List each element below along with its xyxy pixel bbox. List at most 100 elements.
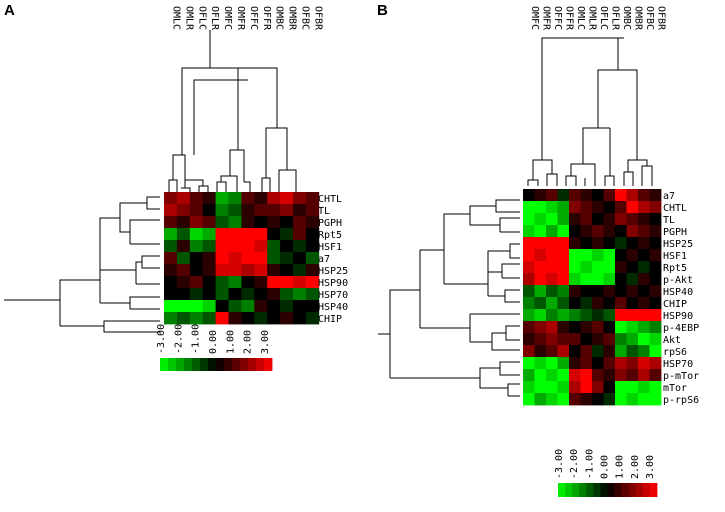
heatmap-cell — [189, 216, 204, 229]
heatmap-cell — [164, 300, 178, 313]
row-label: CHTL — [663, 203, 687, 214]
heatmap-cell — [305, 276, 320, 289]
column-label: OMFC — [529, 6, 540, 30]
heatmap-cell — [523, 309, 535, 322]
heatmap-cell — [638, 201, 650, 214]
heatmap-cell — [603, 189, 616, 202]
heatmap-cell — [523, 189, 535, 202]
heatmap-cell — [189, 252, 204, 265]
legend-label: 3.00 — [260, 330, 271, 354]
heatmap-cell — [569, 273, 581, 286]
heatmap-cell — [241, 252, 255, 265]
heatmap-cell — [293, 192, 307, 205]
heatmap-cell — [557, 225, 570, 238]
heatmap-cell — [305, 264, 320, 277]
dendrogram-branch — [4, 245, 101, 326]
heatmap-cell — [202, 216, 216, 229]
heatmap-cell — [267, 312, 281, 325]
heatmap-cell — [615, 213, 627, 226]
heatmap-cell — [215, 216, 229, 229]
heatmap-cell — [305, 312, 320, 325]
heatmap-cell — [592, 273, 604, 286]
row-label: HSP40 — [663, 287, 693, 298]
heatmap-cell — [592, 357, 604, 370]
row-label: HSF1 — [318, 242, 342, 253]
column-label: OFFC — [552, 6, 563, 30]
heatmap-cell — [615, 357, 627, 370]
heatmap-cell — [626, 189, 639, 202]
heatmap-cell — [580, 357, 593, 370]
column-label: OFBC — [644, 6, 655, 30]
heatmap-cell — [293, 216, 307, 229]
heatmap-cell — [592, 261, 604, 274]
heatmap-cell — [280, 228, 294, 241]
heatmap-cell — [189, 204, 204, 217]
legend-swatch — [579, 483, 587, 497]
heatmap-cell — [254, 240, 268, 253]
heatmap-cell — [592, 285, 604, 298]
column-label: OFLC — [196, 6, 207, 30]
column-label: OFFR — [261, 6, 272, 31]
panel-a-column-dendrogram — [168, 30, 297, 192]
row-label: p-rpS6 — [663, 395, 699, 406]
heatmap-cell — [557, 261, 570, 274]
heatmap-cell — [569, 381, 581, 394]
heatmap-cell — [280, 276, 294, 289]
panel-b-row-labels: a7CHTLTLPGPHHSP25HSF1Rpt5p-AktHSP40CHIPH… — [663, 191, 699, 406]
heatmap-cell — [267, 240, 281, 253]
heatmap-cell — [546, 297, 558, 310]
legend-swatch — [240, 358, 249, 371]
heatmap-cell — [592, 393, 604, 406]
heatmap-cell — [638, 189, 650, 202]
legend-swatch — [200, 358, 209, 371]
heatmap-cell — [202, 312, 216, 325]
heatmap-cell — [638, 345, 650, 358]
heatmap-cell — [293, 204, 307, 217]
heatmap-cell — [592, 345, 604, 358]
heatmap-cell — [534, 381, 547, 394]
heatmap-cell — [176, 216, 191, 229]
heatmap-cell — [615, 297, 627, 310]
heatmap-cell — [580, 321, 593, 334]
heatmap-cell — [638, 225, 650, 238]
row-label: HSP90 — [318, 278, 348, 289]
heatmap-cell — [580, 201, 593, 214]
heatmap-cell — [603, 345, 616, 358]
heatmap-cell — [626, 357, 639, 370]
heatmap-cell — [546, 321, 558, 334]
heatmap-cell — [523, 381, 535, 394]
heatmap-cell — [267, 192, 281, 205]
heatmap-cell — [202, 192, 216, 205]
heatmap-cell — [546, 249, 558, 262]
heatmap-cell — [649, 285, 662, 298]
heatmap-cell — [241, 228, 255, 241]
column-label: OMFR — [540, 6, 551, 31]
heatmap-cell — [534, 357, 547, 370]
heatmap-cell — [615, 321, 627, 334]
heatmap-cell — [615, 273, 627, 286]
heatmap-cell — [176, 228, 191, 241]
heatmap-cell — [523, 357, 535, 370]
heatmap-cell — [202, 276, 216, 289]
heatmap-cell — [534, 261, 547, 274]
heatmap-cell — [615, 333, 627, 346]
row-label: a7 — [318, 254, 330, 265]
heatmap-cell — [580, 237, 593, 250]
heatmap-cell — [254, 312, 268, 325]
heatmap-cell — [293, 252, 307, 265]
heatmap-cell — [241, 300, 255, 313]
panel-a-letter: A — [4, 2, 15, 19]
dendrogram-branch — [135, 255, 160, 285]
heatmap-cell — [164, 204, 178, 217]
heatmap-cell — [557, 273, 570, 286]
heatmap-cell — [202, 204, 216, 217]
heatmap-cell — [638, 237, 650, 250]
heatmap-cell — [592, 189, 604, 202]
heatmap-cell — [603, 393, 616, 406]
heatmap-cell — [603, 273, 616, 286]
dendrogram-branch — [487, 243, 520, 279]
heatmap-cell — [534, 345, 547, 358]
heatmap-cell — [164, 216, 178, 229]
heatmap-cell — [615, 261, 627, 274]
heatmap-cell — [638, 321, 650, 334]
